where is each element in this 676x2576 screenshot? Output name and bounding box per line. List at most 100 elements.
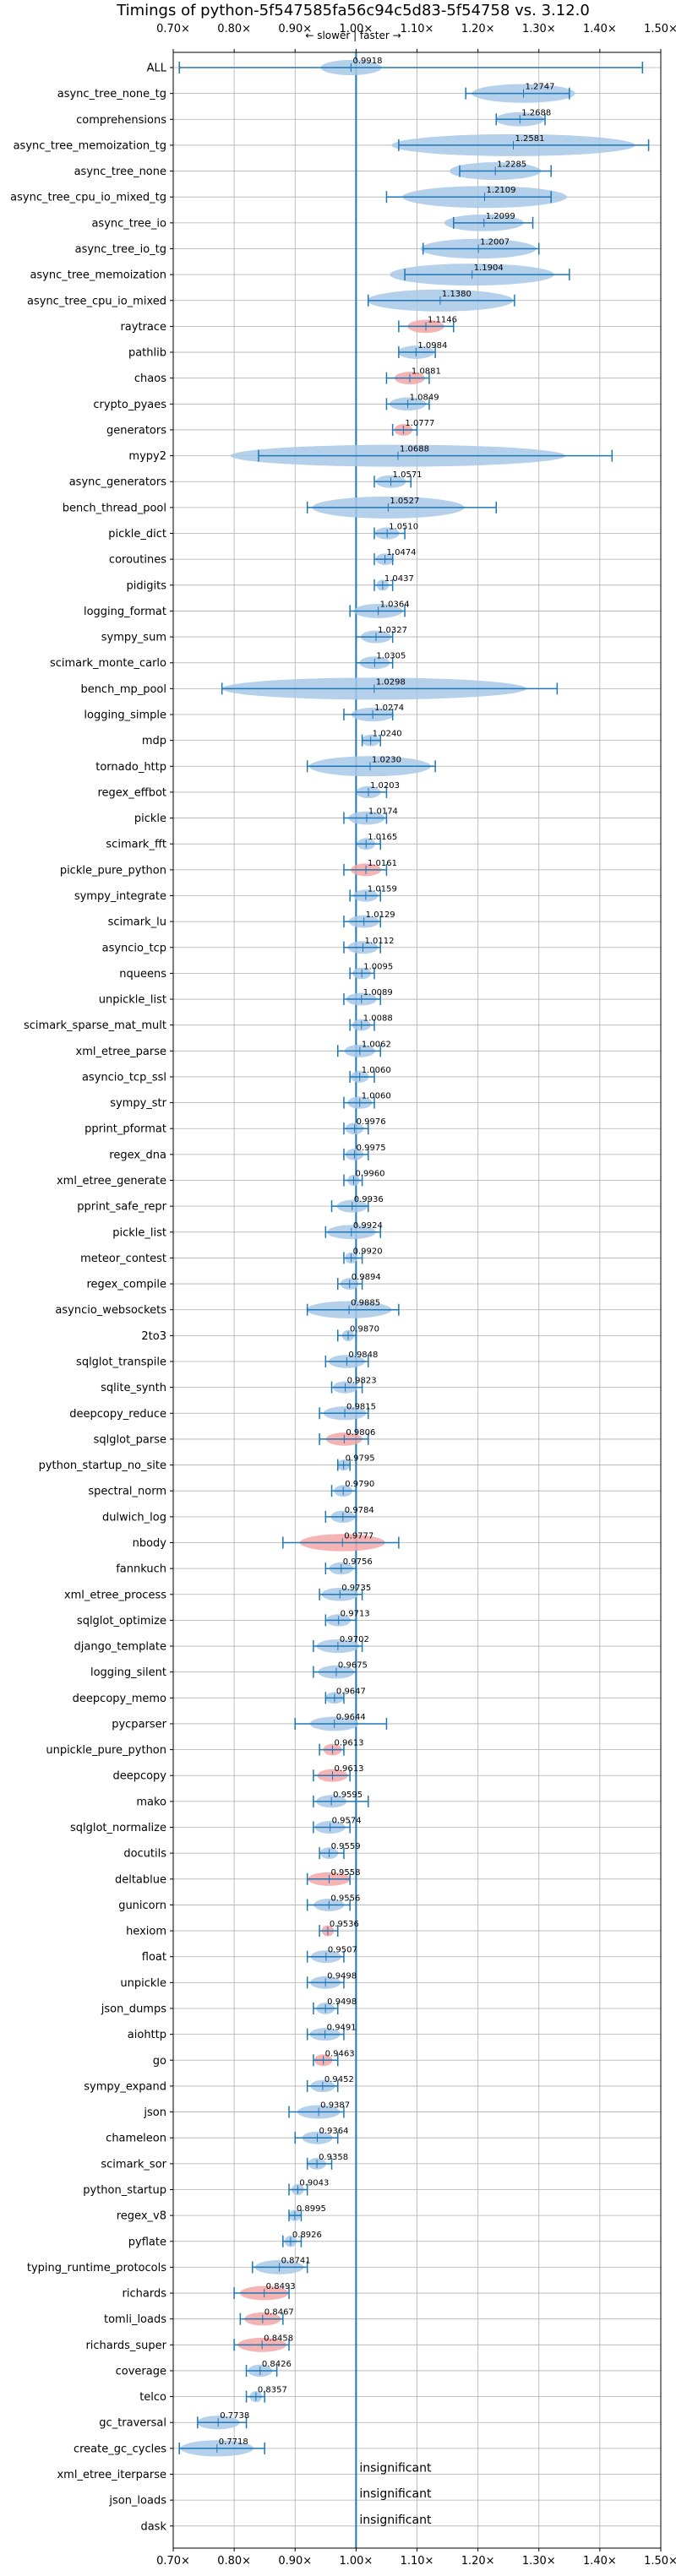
benchmark-label: nbody xyxy=(133,1537,167,1550)
insignificant-label: insignificant xyxy=(359,2514,432,2527)
benchmark-label: gc_traversal xyxy=(99,2417,166,2430)
benchmark-label: scimark_sor xyxy=(101,2158,166,2171)
benchmark-label: hexiom xyxy=(126,1926,166,1938)
benchmark-label: create_gc_cycles xyxy=(74,2443,166,2455)
value-label: 1.0112 xyxy=(364,937,394,946)
value-label: 1.0298 xyxy=(376,677,406,687)
benchmark-label: async_tree_io xyxy=(91,217,166,230)
x-tick-label-top: 1.50× xyxy=(644,23,676,35)
value-label: 0.9815 xyxy=(346,1402,376,1411)
value-label: 0.9784 xyxy=(345,1506,374,1515)
x-tick-label-top: 1.00× xyxy=(339,23,373,35)
benchmark-label: pickle_pure_python xyxy=(60,864,166,877)
value-label: 1.2581 xyxy=(515,134,545,144)
benchmark-label: pickle_dict xyxy=(108,528,166,541)
value-label: 1.0240 xyxy=(373,730,402,739)
benchmark-label: async_tree_cpu_io_mixed_tg xyxy=(10,192,166,204)
benchmark-label: pycparser xyxy=(112,1718,166,1731)
benchmark-label: coroutines xyxy=(109,554,166,567)
value-label: 0.9463 xyxy=(325,2049,355,2058)
value-label: 0.9613 xyxy=(334,1764,363,1774)
benchmark-label: sympy_sum xyxy=(101,632,166,644)
benchmark-label: raytrace xyxy=(120,321,166,334)
benchmark-label: sympy_integrate xyxy=(74,890,166,903)
x-tick-label-bottom: 1.40× xyxy=(583,2555,617,2568)
benchmark-label: pprint_safe_repr xyxy=(77,1201,166,1214)
benchmark-label: django_template xyxy=(74,1641,166,1654)
value-label: 0.9936 xyxy=(354,1195,384,1204)
benchmark-label: xml_etree_parse xyxy=(76,1046,166,1058)
x-tick-label-bottom: 1.50× xyxy=(644,2555,676,2568)
benchmark-label: sqlglot_parse xyxy=(94,1433,166,1446)
benchmark-label: logging_format xyxy=(84,606,166,618)
value-label: 0.9918 xyxy=(352,57,382,66)
value-label: 0.9894 xyxy=(352,1273,381,1282)
benchmark-label: crypto_pyaes xyxy=(93,399,166,411)
value-label: 1.1146 xyxy=(428,315,457,324)
benchmark-label: aiohttp xyxy=(128,2029,166,2041)
value-label: 0.9735 xyxy=(341,1584,371,1593)
value-label: 0.9559 xyxy=(331,1842,361,1851)
benchmark-label: fannkuch xyxy=(116,1563,166,1576)
value-label: 1.0095 xyxy=(363,962,393,971)
x-tick-label-top: 1.10× xyxy=(401,23,434,35)
x-tick-label-top: 1.40× xyxy=(583,23,617,35)
x-tick-label-bottom: 1.30× xyxy=(522,2555,556,2568)
benchmark-label: docutils xyxy=(123,1848,166,1861)
benchmark-label: typing_runtime_protocols xyxy=(27,2262,166,2274)
benchmark-label: asyncio_tcp xyxy=(102,942,166,954)
benchmark-label: xml_etree_generate xyxy=(57,1175,166,1187)
value-label: 1.0161 xyxy=(368,859,397,868)
value-label: 1.0062 xyxy=(362,1040,391,1049)
value-label: 0.9795 xyxy=(346,1454,375,1464)
value-label: 0.8741 xyxy=(281,2256,311,2265)
value-label: 0.9498 xyxy=(327,1997,357,2007)
insignificant-label: insignificant xyxy=(359,2462,432,2475)
benchmark-label: python_startup_no_site xyxy=(39,1459,166,1472)
value-label: 0.8467 xyxy=(264,2308,294,2318)
value-label: 1.2099 xyxy=(486,212,515,221)
benchmark-label: scimark_sparse_mat_mult xyxy=(24,1019,166,1032)
value-label: 1.0849 xyxy=(410,393,439,402)
benchmark-label: telco xyxy=(139,2391,166,2404)
value-label: 1.0060 xyxy=(362,1066,391,1075)
benchmark-label: mdp xyxy=(142,735,166,747)
benchmark-label: go xyxy=(153,2055,166,2068)
benchmark-label: deepcopy xyxy=(112,1770,166,1783)
value-label: 0.8426 xyxy=(262,2360,292,2369)
benchmark-label: unpickle_list xyxy=(99,994,166,1007)
value-label: 0.9498 xyxy=(327,1971,357,1981)
benchmark-label: 2to3 xyxy=(141,1330,166,1343)
benchmark-label: json_dumps xyxy=(101,2003,166,2016)
x-tick-label-bottom: 1.10× xyxy=(401,2555,434,2568)
x-tick-label-bottom: 0.70× xyxy=(156,2555,190,2568)
value-label: 0.9574 xyxy=(332,1817,362,1826)
value-label: 1.0437 xyxy=(384,574,414,584)
value-label: 0.9848 xyxy=(348,1350,378,1360)
value-label: 0.9043 xyxy=(299,2178,329,2187)
value-label: 1.0527 xyxy=(390,497,419,506)
value-label: 0.9756 xyxy=(343,1557,373,1567)
benchmark-label: sympy_expand xyxy=(84,2080,166,2093)
benchmark-label: scimark_monte_carlo xyxy=(50,657,166,670)
value-label: 1.0327 xyxy=(378,626,407,635)
benchmark-label: sqlite_synth xyxy=(101,1382,166,1394)
value-label: 0.9644 xyxy=(336,1713,366,1722)
benchmark-label: xml_etree_process xyxy=(64,1589,166,1601)
value-label: 0.9558 xyxy=(330,1868,360,1878)
x-tick-label-top: 0.90× xyxy=(278,23,312,35)
value-label: 1.0688 xyxy=(400,445,429,454)
value-label: 0.9870 xyxy=(350,1324,379,1334)
value-label: 1.0159 xyxy=(368,884,397,894)
benchmark-label: bench_mp_pool xyxy=(80,683,166,696)
value-label: 0.9975 xyxy=(357,1144,386,1153)
value-label: 0.7718 xyxy=(219,2437,248,2447)
benchmark-label: generators xyxy=(106,424,166,437)
value-label: 1.2285 xyxy=(497,160,526,170)
value-label: 0.9507 xyxy=(328,1946,357,1955)
benchmark-label: dask xyxy=(140,2520,166,2533)
value-label: 0.8458 xyxy=(264,2334,293,2343)
benchmark-label: deltablue xyxy=(115,1873,166,1886)
benchmark-label: logging_simple xyxy=(84,709,166,722)
value-label: 1.2109 xyxy=(486,186,515,195)
